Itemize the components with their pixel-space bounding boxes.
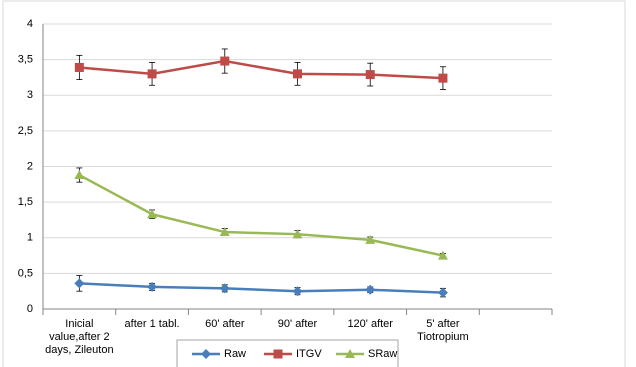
- marker: [220, 56, 230, 66]
- x-tick-label-box: 120' after: [347, 318, 393, 330]
- legend-label: Raw: [224, 348, 246, 360]
- y-tick-label: 3: [27, 89, 33, 101]
- x-tick-label: after 1 tabl.: [124, 318, 180, 330]
- y-tick-label: 4: [27, 18, 33, 30]
- marker: [147, 69, 157, 79]
- y-tick-label: 2,5: [18, 125, 33, 137]
- marker: [365, 70, 375, 80]
- x-tick-label-box: after 1 tabl.: [124, 318, 180, 330]
- y-tick-label: 0: [27, 303, 33, 315]
- legend-label: SRaw: [368, 348, 397, 360]
- marker: [292, 229, 303, 239]
- marker: [292, 286, 303, 297]
- marker: [147, 209, 158, 219]
- legend-swatch-marker: [201, 349, 211, 359]
- marker: [365, 284, 376, 295]
- marker: [219, 227, 230, 237]
- x-tick-label-box: 5' after Tiotropium: [417, 318, 469, 343]
- x-tick-label: 5' after Tiotropium: [417, 318, 469, 343]
- marker: [74, 278, 85, 289]
- y-tick-label: 0,5: [18, 267, 33, 279]
- marker: [147, 281, 158, 292]
- x-tick-label: 90' after: [277, 318, 318, 330]
- legend-swatch-marker: [273, 349, 283, 359]
- series-line: [79, 282, 443, 294]
- marker: [293, 69, 302, 79]
- marker: [74, 62, 84, 72]
- marker: [438, 73, 448, 83]
- marker: [437, 250, 448, 260]
- y-tick-label: 1,5: [18, 196, 33, 208]
- x-tick-label-box: 90' after: [277, 318, 318, 330]
- series-line: [79, 59, 443, 80]
- legend-label: ITGV: [296, 348, 322, 360]
- x-tick-label: Inicial value,after 2 days, Zileuton: [45, 318, 114, 356]
- y-tick-label: 3,5: [18, 54, 33, 66]
- marker: [74, 170, 85, 180]
- y-tick-label: 2: [27, 160, 33, 172]
- y-tick-label: 1: [27, 232, 33, 244]
- marker: [219, 283, 230, 294]
- series-line: [78, 173, 444, 257]
- legend-swatch-marker: [345, 349, 355, 358]
- marker: [365, 234, 376, 244]
- x-tick-label-box: 60' after: [205, 318, 245, 330]
- x-tick-label: 120' after: [347, 318, 393, 330]
- x-tick-label: 60' after: [205, 318, 245, 330]
- x-tick-label-box: Inicial value,after 2 days, Zileuton: [45, 318, 114, 356]
- marker: [437, 287, 448, 298]
